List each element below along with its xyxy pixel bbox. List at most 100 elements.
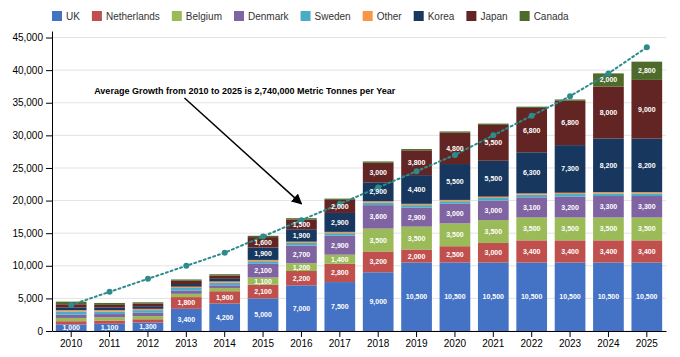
bar [631, 218, 662, 241]
data-label: 5,500 [485, 139, 503, 147]
bar [248, 237, 279, 247]
data-label: 1,100 [101, 324, 119, 332]
bar [555, 194, 586, 197]
bar [401, 150, 432, 175]
data-label: 3,100 [523, 204, 541, 212]
data-label: 1,500 [293, 221, 311, 229]
chart-svg: UKNetherlandsBelgiumDenmarkSwedenOtherKo… [0, 0, 680, 357]
legend: UKNetherlandsBelgiumDenmarkSwedenOtherKo… [52, 11, 569, 22]
data-label: 3,500 [446, 231, 464, 239]
x-tick-mark [339, 331, 340, 337]
legend-label: Canada [534, 11, 569, 22]
bar [286, 271, 317, 285]
bar [555, 145, 586, 193]
x-tick-label: 2016 [290, 338, 313, 349]
y-tick-mark [46, 70, 52, 71]
bar [94, 308, 125, 311]
plot: 1,0001,1001,3003,4004,2005,0007,0007,500… [12, 32, 666, 350]
legend-item: Other [363, 11, 403, 22]
bar [440, 204, 471, 224]
x-axis-line [53, 331, 667, 332]
data-label: 2,900 [369, 188, 387, 196]
data-label: 3,400 [523, 248, 541, 256]
data-label: 3,500 [485, 228, 503, 236]
bar [56, 310, 87, 311]
data-label: 8,200 [638, 162, 656, 170]
y-tick-label: 40,000 [12, 65, 43, 76]
y-tick: 20,000 [12, 195, 52, 206]
data-label: 2,000 [331, 203, 349, 211]
line-marker [107, 289, 113, 295]
data-label: 7,300 [561, 165, 579, 173]
data-label: 7,500 [331, 303, 349, 311]
bar [593, 218, 624, 241]
data-label: 1,800 [178, 299, 196, 307]
x-tick-label: 2019 [405, 338, 428, 349]
x-tick-mark [186, 331, 187, 337]
bar [593, 240, 624, 262]
data-label: 8,200 [600, 162, 618, 170]
data-label: 3,000 [369, 169, 387, 177]
bar [324, 233, 355, 236]
data-label: 3,200 [369, 258, 387, 266]
bar [516, 193, 547, 194]
y-tick-mark [46, 201, 52, 202]
x-tick-mark [301, 331, 302, 337]
bar [478, 201, 509, 221]
x-tick-label: 2020 [444, 338, 467, 349]
bar [478, 124, 509, 125]
data-label: 3,000 [485, 249, 503, 257]
y-tick-label: 0 [37, 326, 43, 337]
data-label: 10,500 [406, 293, 428, 301]
data-label: 6,800 [523, 127, 541, 135]
data-label: 7,000 [293, 305, 311, 313]
data-label: 5,500 [446, 178, 464, 186]
bar [593, 193, 624, 196]
x-tick: 2013 [175, 331, 198, 349]
bar [516, 108, 547, 152]
bar [248, 278, 279, 285]
y-axis-line [52, 32, 53, 332]
legend-swatch [92, 11, 102, 21]
bar [209, 276, 240, 279]
bar [440, 164, 471, 200]
data-label: 3,400 [561, 248, 579, 256]
bar [401, 249, 432, 262]
data-label: 10,500 [598, 293, 620, 301]
bar [593, 86, 624, 138]
y-tick-mark [46, 38, 52, 39]
y-tick: 10,000 [12, 260, 52, 271]
legend-item: Japan [466, 11, 507, 22]
bar [555, 218, 586, 241]
bar [324, 236, 355, 255]
data-label: 1,300 [139, 323, 157, 331]
bar [401, 175, 432, 204]
bar [171, 288, 202, 291]
bar [209, 281, 240, 282]
bar [209, 274, 240, 275]
legend-swatch [52, 11, 62, 21]
bar [440, 201, 471, 204]
bar [133, 310, 164, 313]
y-tick-label: 15,000 [12, 228, 43, 239]
y-tick-mark [46, 135, 52, 136]
bar [478, 197, 509, 198]
x-tick: 2014 [214, 331, 237, 349]
data-label: 3,600 [369, 213, 387, 221]
bar [286, 243, 317, 246]
data-label: 2,800 [331, 269, 349, 277]
data-label: 3,000 [446, 210, 464, 218]
data-label: 1,600 [254, 239, 272, 247]
legend-item: Canada [520, 11, 569, 22]
bar [133, 304, 164, 307]
bar [324, 264, 355, 282]
bar [94, 317, 125, 320]
x-tick: 2016 [290, 331, 313, 349]
x-tick-mark [263, 331, 264, 337]
y-tick-mark [46, 103, 52, 104]
x-tick-label: 2011 [99, 338, 121, 349]
data-labels: 1,0001,1001,3003,4004,2005,0007,0007,500… [62, 67, 657, 332]
bar [56, 318, 87, 321]
data-label: 4,800 [446, 145, 464, 153]
x-tick-mark [416, 331, 417, 337]
